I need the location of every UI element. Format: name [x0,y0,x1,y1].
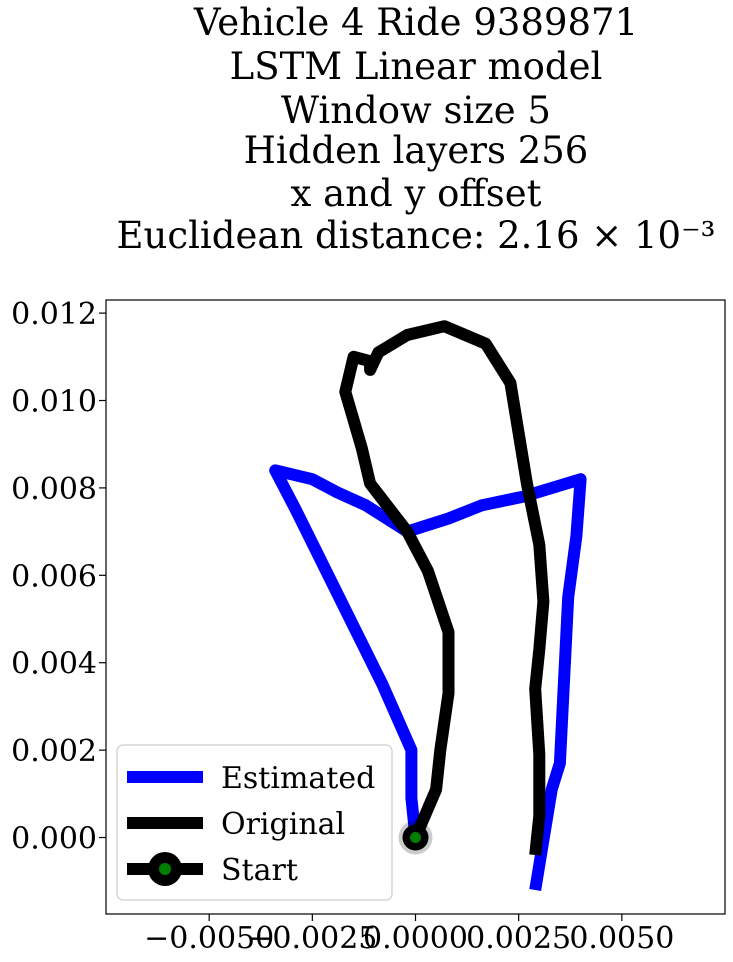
y-tick-label: 0.000 [11,822,97,857]
x-tick-label: −0.0050 [144,921,274,956]
y-tick-label: 0.004 [11,647,97,682]
title-line-5: x and y offset [291,172,542,215]
title-line-3: Window size 5 [281,89,551,132]
title-line-1: Vehicle 4 Ride 9389871 [193,1,638,44]
chart-title: Vehicle 4 Ride 9389871 LSTM Linear model… [117,1,716,257]
y-tick-label: 0.010 [11,385,97,420]
series-layer [269,320,587,891]
legend: Estimated Original Start [116,744,393,901]
x-tick-label: −0.0025 [247,921,377,956]
title-line-6: Euclidean distance: 2.16 × 10⁻³ [117,214,716,257]
x-tick-label: 0.0050 [569,921,674,956]
y-tick-label: 0.012 [11,297,97,332]
title-line-4: Hidden layers 256 [244,129,589,172]
title-line-2: LSTM Linear model [230,45,603,88]
legend-label-estimated: Estimated [221,761,375,796]
series-line-original [339,320,550,856]
legend-label-start: Start [221,853,298,888]
legend-box [116,744,393,901]
y-tick-label: 0.008 [11,472,97,507]
legend-label-original: Original [221,807,345,842]
y-tick-label: 0.006 [11,559,97,594]
start-marker-inner [410,832,421,844]
x-tick-label: 0.0000 [363,921,468,956]
start-marker-layer [398,820,433,855]
x-tick-label: 0.0025 [466,921,571,956]
legend-swatch-start-inner [159,863,171,875]
y-tick-label: 0.002 [11,734,97,769]
